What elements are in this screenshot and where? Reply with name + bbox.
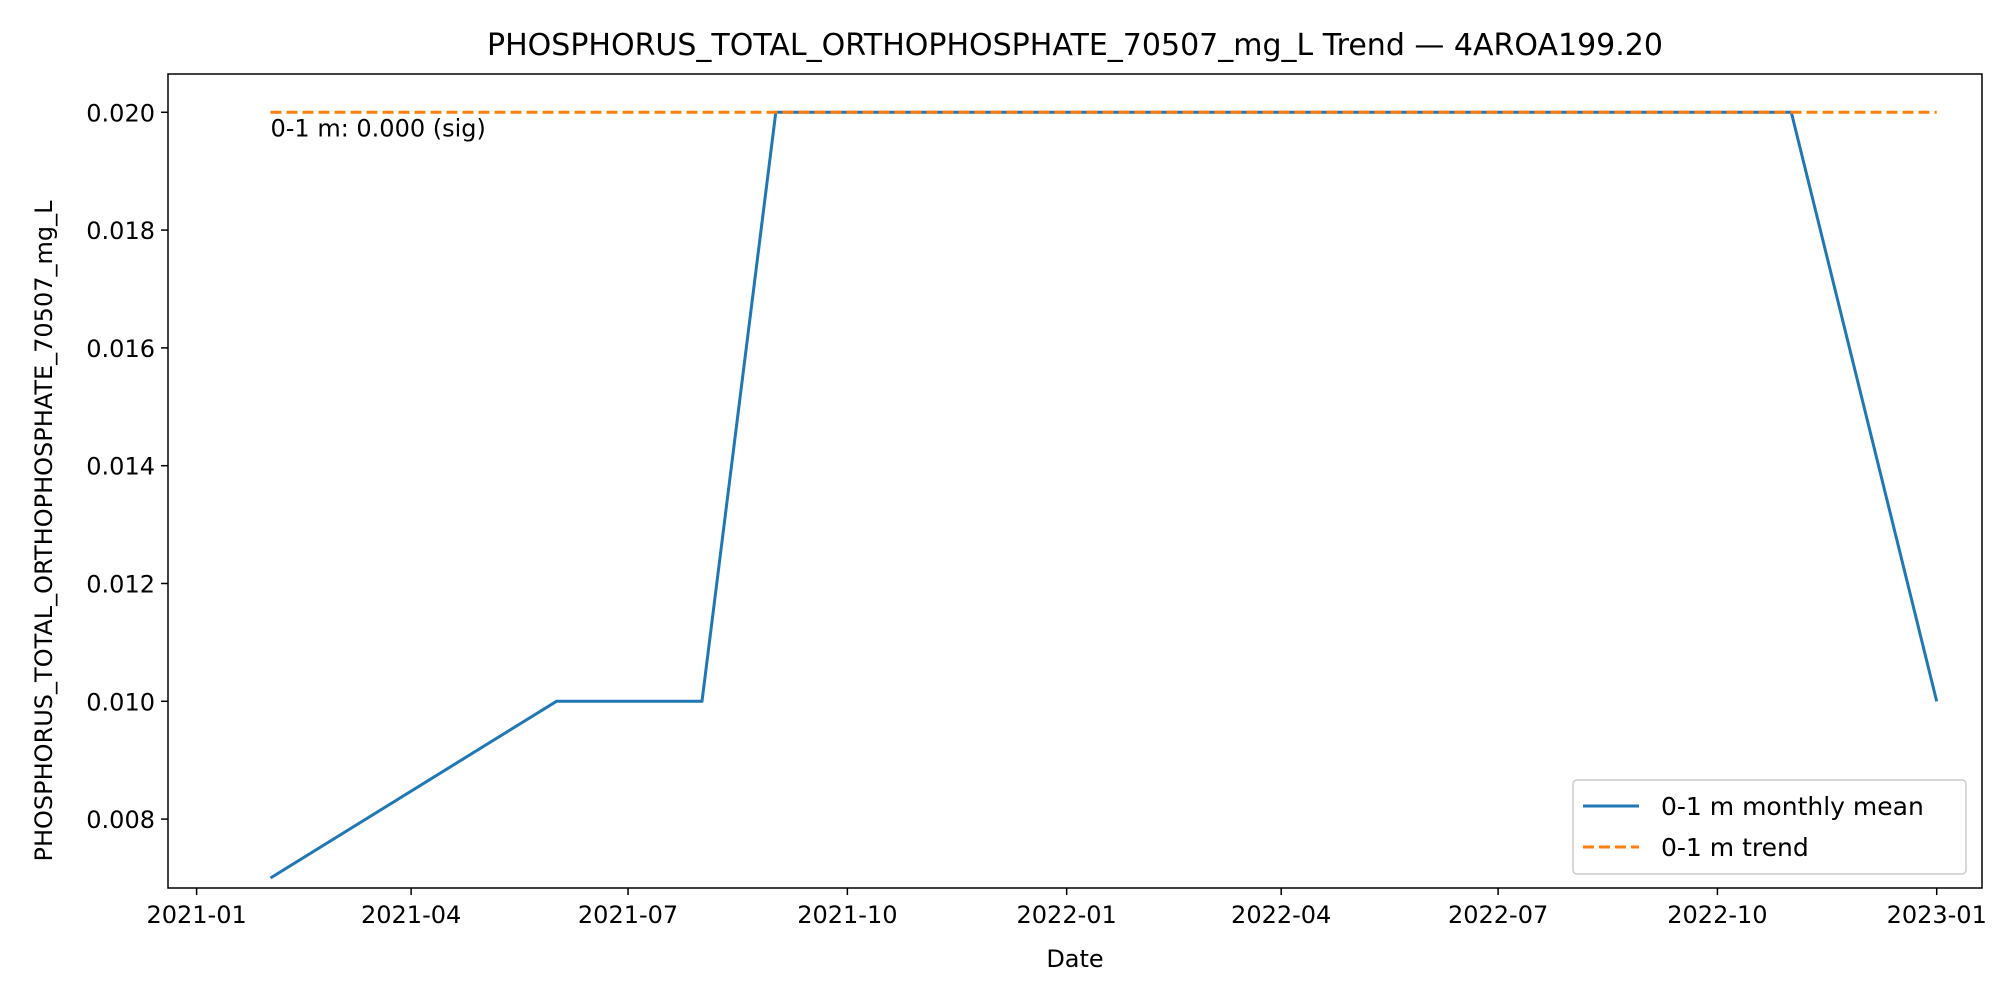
- x-tick-label: 2023-01: [1887, 901, 1987, 929]
- x-tick-label: 2022-10: [1667, 901, 1767, 929]
- y-tick-label: 0.010: [86, 688, 155, 716]
- chart-title: PHOSPHORUS_TOTAL_ORTHOPHOSPHATE_70507_mg…: [487, 28, 1663, 63]
- legend-box: [1572, 779, 1967, 875]
- y-tick-label: 0.008: [86, 806, 155, 834]
- x-axis-label: Date: [1046, 945, 1103, 973]
- y-axis-label: PHOSPHORUS_TOTAL_ORTHOPHOSPHATE_70507_mg…: [30, 200, 58, 862]
- y-tick-label: 0.014: [86, 453, 155, 481]
- y-tick-label: 0.018: [86, 217, 155, 245]
- x-tick-label: 2022-01: [1017, 901, 1117, 929]
- plot-frame: [167, 73, 1983, 889]
- y-tick-label: 0.016: [86, 335, 155, 363]
- y-tick-label: 0.020: [86, 99, 155, 127]
- y-tick-label: 0.012: [86, 570, 155, 598]
- series-line-1: [269, 110, 1939, 880]
- x-tick-label: 2022-07: [1448, 901, 1548, 929]
- x-tick-label: 2022-04: [1231, 901, 1331, 929]
- trend-annotation: 0-1 m: 0.000 (sig): [270, 114, 485, 142]
- x-tick-label: 2021-01: [146, 901, 246, 929]
- x-tick-label: 2021-07: [578, 901, 678, 929]
- legend-label-1: 0-1 m monthly mean: [1661, 792, 1924, 821]
- x-tick-label: 2021-10: [797, 901, 897, 929]
- legend-label-2: 0-1 m trend: [1661, 833, 1809, 862]
- legend: 0-1 m monthly mean 0-1 m trend: [1572, 779, 1967, 875]
- x-tick-label: 2021-04: [361, 901, 461, 929]
